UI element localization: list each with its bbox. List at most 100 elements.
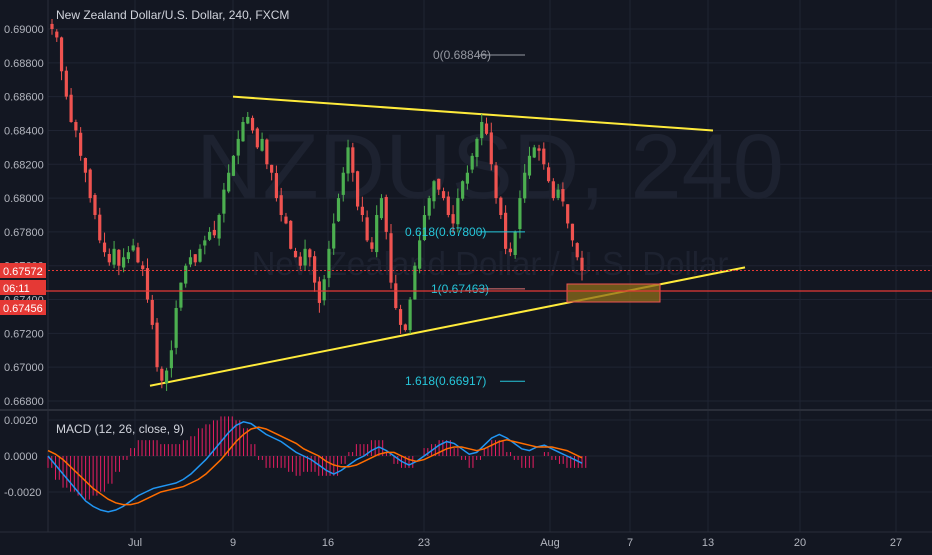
price-label-bg <box>0 263 46 278</box>
candle-body <box>64 70 68 97</box>
candle-body <box>93 195 97 215</box>
candle-body <box>102 242 107 253</box>
candle-body <box>360 206 364 215</box>
grid-layer <box>0 0 932 533</box>
fib-layer: 0(0.68846) 0.618(0.67800) 1(0.67463) 1.618(… <box>405 48 525 388</box>
candle-body <box>546 167 551 182</box>
candle-body <box>427 198 431 216</box>
y-tick-label: 0.68800 <box>4 58 44 70</box>
candle-body <box>561 189 565 202</box>
candle-body <box>236 138 240 156</box>
x-tick-label: Aug <box>540 537 560 549</box>
y-tick-label: 0.67200 <box>4 328 44 340</box>
candle-body <box>145 268 150 300</box>
candle-body <box>107 254 111 263</box>
x-tick-label: 13 <box>702 537 714 549</box>
y-tick-label: 0.67800 <box>4 227 44 239</box>
candle-body <box>394 283 398 308</box>
macd-y-tick-label: 0.0020 <box>4 415 38 427</box>
price-label: 06:11 <box>3 283 30 295</box>
candle-body <box>475 138 479 158</box>
y-tick-label: 0.67000 <box>4 362 44 374</box>
candle-body <box>122 257 126 268</box>
price-label-bg <box>0 280 46 295</box>
candle-body <box>246 116 250 124</box>
candle-body <box>504 212 508 249</box>
candle-body <box>437 178 441 190</box>
candle-body <box>155 322 159 368</box>
y-tick-label: 0.68200 <box>4 159 44 171</box>
watermark-main: NZDUSD, 240 <box>196 116 784 218</box>
candle-body <box>317 281 321 303</box>
macd-layer <box>47 416 587 513</box>
candle-body <box>322 279 326 301</box>
candle-body <box>422 215 427 241</box>
candle-body <box>537 148 541 151</box>
candle-body <box>461 181 465 199</box>
candle-body <box>499 197 503 215</box>
candle-body <box>83 158 88 173</box>
candle-body <box>556 189 560 198</box>
candle-body <box>494 165 498 199</box>
candle-body <box>284 216 288 224</box>
candle-body <box>231 155 236 176</box>
candle-body <box>126 252 130 260</box>
candle-body <box>207 231 212 240</box>
candle-body <box>446 196 450 215</box>
candle-body <box>527 155 532 176</box>
candle-body <box>523 172 527 199</box>
candle-body <box>241 122 245 142</box>
candle-body <box>580 257 584 271</box>
candle-body <box>336 198 341 222</box>
candle-body <box>198 248 202 262</box>
candle-body <box>169 350 173 369</box>
candle-body <box>480 122 484 139</box>
candle-body <box>384 197 388 232</box>
candle-body <box>508 248 512 253</box>
candle-body <box>141 265 145 270</box>
candle-body <box>131 245 135 251</box>
y-tick-label: 0.68400 <box>4 125 44 137</box>
target-zone-box <box>566 283 661 303</box>
candle-body <box>408 299 412 331</box>
watermark-sub: New Zealand Dollar / U.S. Dollar <box>252 245 729 282</box>
candle-body <box>566 204 570 224</box>
price-line-layer <box>0 269 932 292</box>
price-label-bg <box>0 300 46 315</box>
signal-line <box>47 426 583 506</box>
candle-body <box>484 123 489 134</box>
candle-body <box>551 181 555 199</box>
y-tick-label: 0.66800 <box>4 396 44 408</box>
candle-body <box>403 324 407 330</box>
y-tick-label: 0.69000 <box>4 24 44 36</box>
candle-body <box>327 248 331 278</box>
candle-body <box>184 265 188 284</box>
candle-body <box>74 122 78 131</box>
y-tick-label: 0.68600 <box>4 92 44 104</box>
candle-body <box>50 23 54 29</box>
fib-level-label: 0.618(0.67800) <box>405 225 486 239</box>
candle-body <box>222 189 226 214</box>
candle-body <box>98 214 102 241</box>
candle-body <box>117 249 121 266</box>
price-label: 0.67572 <box>3 266 43 278</box>
candle-body <box>279 195 283 215</box>
candle-body <box>532 147 536 158</box>
candle-body <box>227 172 231 192</box>
fib-level-label: 1(0.67463) <box>431 282 489 296</box>
candle-body <box>441 191 446 199</box>
candle-body <box>542 148 546 165</box>
candle-body <box>289 220 293 249</box>
macd-y-tick-label: 0.0000 <box>4 451 38 463</box>
candle-body <box>212 229 216 236</box>
candle-body <box>341 172 345 195</box>
candle-body <box>355 171 360 207</box>
candle-body <box>298 256 302 266</box>
x-tick-label: 23 <box>418 537 430 549</box>
macd-title: MACD (12, 26, close, 9) <box>56 422 184 436</box>
x-tick-label: 16 <box>322 537 334 549</box>
candle-body <box>513 231 517 255</box>
trendline-upper <box>232 95 714 132</box>
